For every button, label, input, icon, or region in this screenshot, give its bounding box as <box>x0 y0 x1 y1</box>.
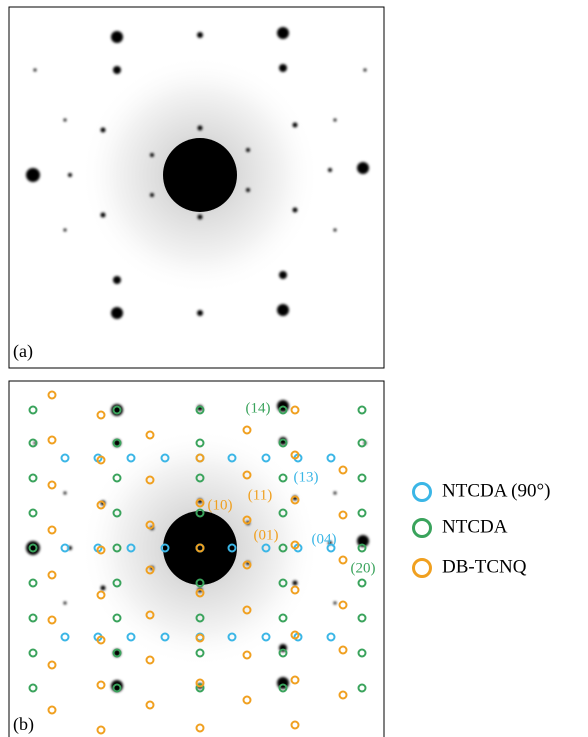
panel-label: (a) <box>13 341 33 362</box>
index-label: (01) <box>254 527 279 543</box>
index-label: (20) <box>351 560 376 576</box>
index-label: (10) <box>208 497 233 513</box>
legend-label: DB-TCNQ <box>442 556 527 577</box>
index-label: (11) <box>248 487 272 503</box>
figure: (a) (b) (14) (13) (11) (10) (01) (04) (20) NTC… <box>0 0 588 737</box>
panel-label: (b) <box>13 714 34 735</box>
index-label: (04) <box>312 531 337 547</box>
index-label: (13) <box>294 469 319 485</box>
legend-swatch <box>414 520 431 537</box>
legend-label: NTCDA (90°) <box>442 480 550 501</box>
legend-swatch <box>414 484 431 501</box>
index-label: (14) <box>246 400 271 416</box>
legend-label: NTCDA <box>442 516 508 537</box>
legend-swatch <box>414 560 431 577</box>
